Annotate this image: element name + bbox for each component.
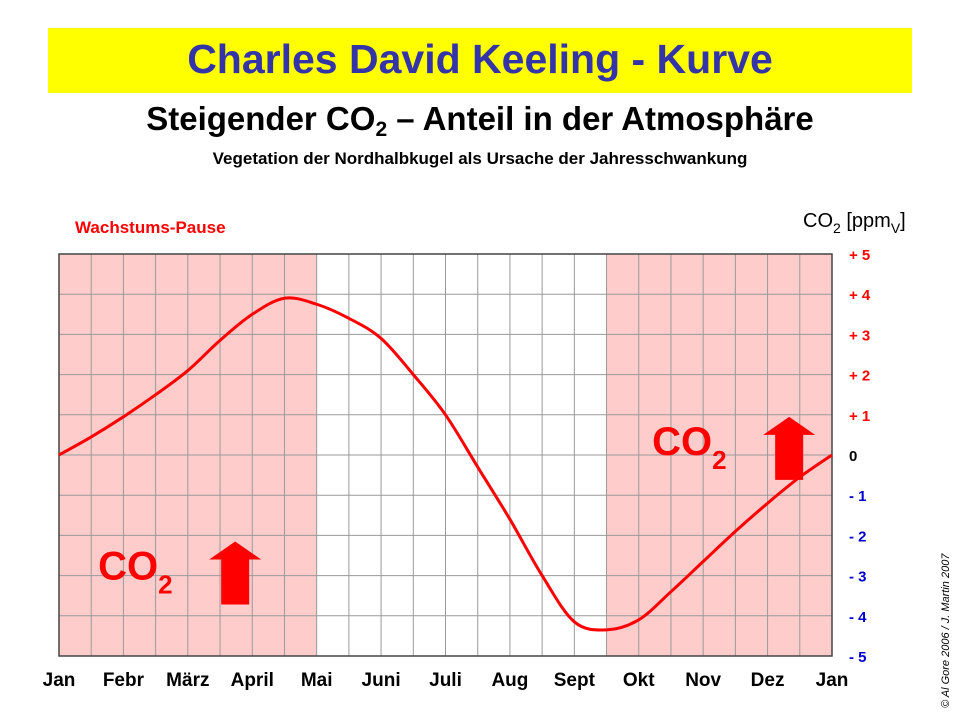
x-tick-label: Febr — [103, 670, 145, 691]
y-tick-label: - 4 — [849, 609, 867, 626]
x-tick-label: Mai — [301, 670, 333, 691]
x-tick-label: Jan — [816, 670, 849, 691]
copyright-note: © Al Gore 2006 / J. Martin 2007 — [940, 553, 952, 708]
shaded-region-label: Wachstums-Pause — [75, 218, 226, 237]
x-tick-label: Sept — [554, 670, 596, 691]
subtitle-subscript: 2 — [375, 118, 388, 141]
y-tick-label: + 3 — [849, 327, 870, 344]
title-banner: Charles David Keeling - Kurve — [48, 28, 912, 93]
chart-caption: Vegetation der Nordhalbkugel als Ursache… — [212, 149, 748, 168]
y-tick-label: + 1 — [849, 408, 870, 425]
x-tick-label: April — [231, 670, 274, 691]
y-tick-label: + 2 — [849, 368, 870, 385]
y-tick-label: + 4 — [849, 287, 871, 304]
y-tick-label: - 1 — [849, 488, 867, 505]
co2-annotation-label: CO2 — [98, 545, 172, 600]
subtitle-rest: – Anteil in der Atmosphäre — [387, 100, 814, 137]
co2-up-arrow — [209, 541, 262, 605]
y-tick-label: - 2 — [849, 528, 867, 545]
co2-up-arrow — [763, 416, 816, 480]
x-tick-label: Nov — [685, 670, 721, 691]
y-tick-label: 0 — [849, 448, 857, 465]
x-tick-label: Juni — [362, 670, 401, 691]
x-tick-label: Aug — [491, 670, 528, 691]
y-tick-label: - 3 — [849, 569, 867, 586]
subtitle-main: Steigender CO — [146, 100, 376, 137]
x-tick-label: Juli — [429, 670, 462, 691]
co2-curve-line — [58, 296, 833, 632]
y-axis-label: CO2 [ppmV] — [803, 210, 906, 236]
x-tick-label: Okt — [623, 670, 655, 691]
co2-annotation-label: CO2 — [652, 420, 726, 475]
chart-subtitle: Steigender CO2 – Anteil in der Atmosphär… — [0, 100, 960, 142]
y-tick-label: + 5 — [849, 247, 870, 264]
x-tick-label: März — [166, 670, 209, 691]
chart-title: Charles David Keeling - Kurve — [187, 36, 773, 82]
y-tick-label: - 5 — [849, 649, 867, 666]
x-tick-label: Dez — [751, 670, 785, 691]
x-tick-label: Jan — [43, 670, 76, 691]
